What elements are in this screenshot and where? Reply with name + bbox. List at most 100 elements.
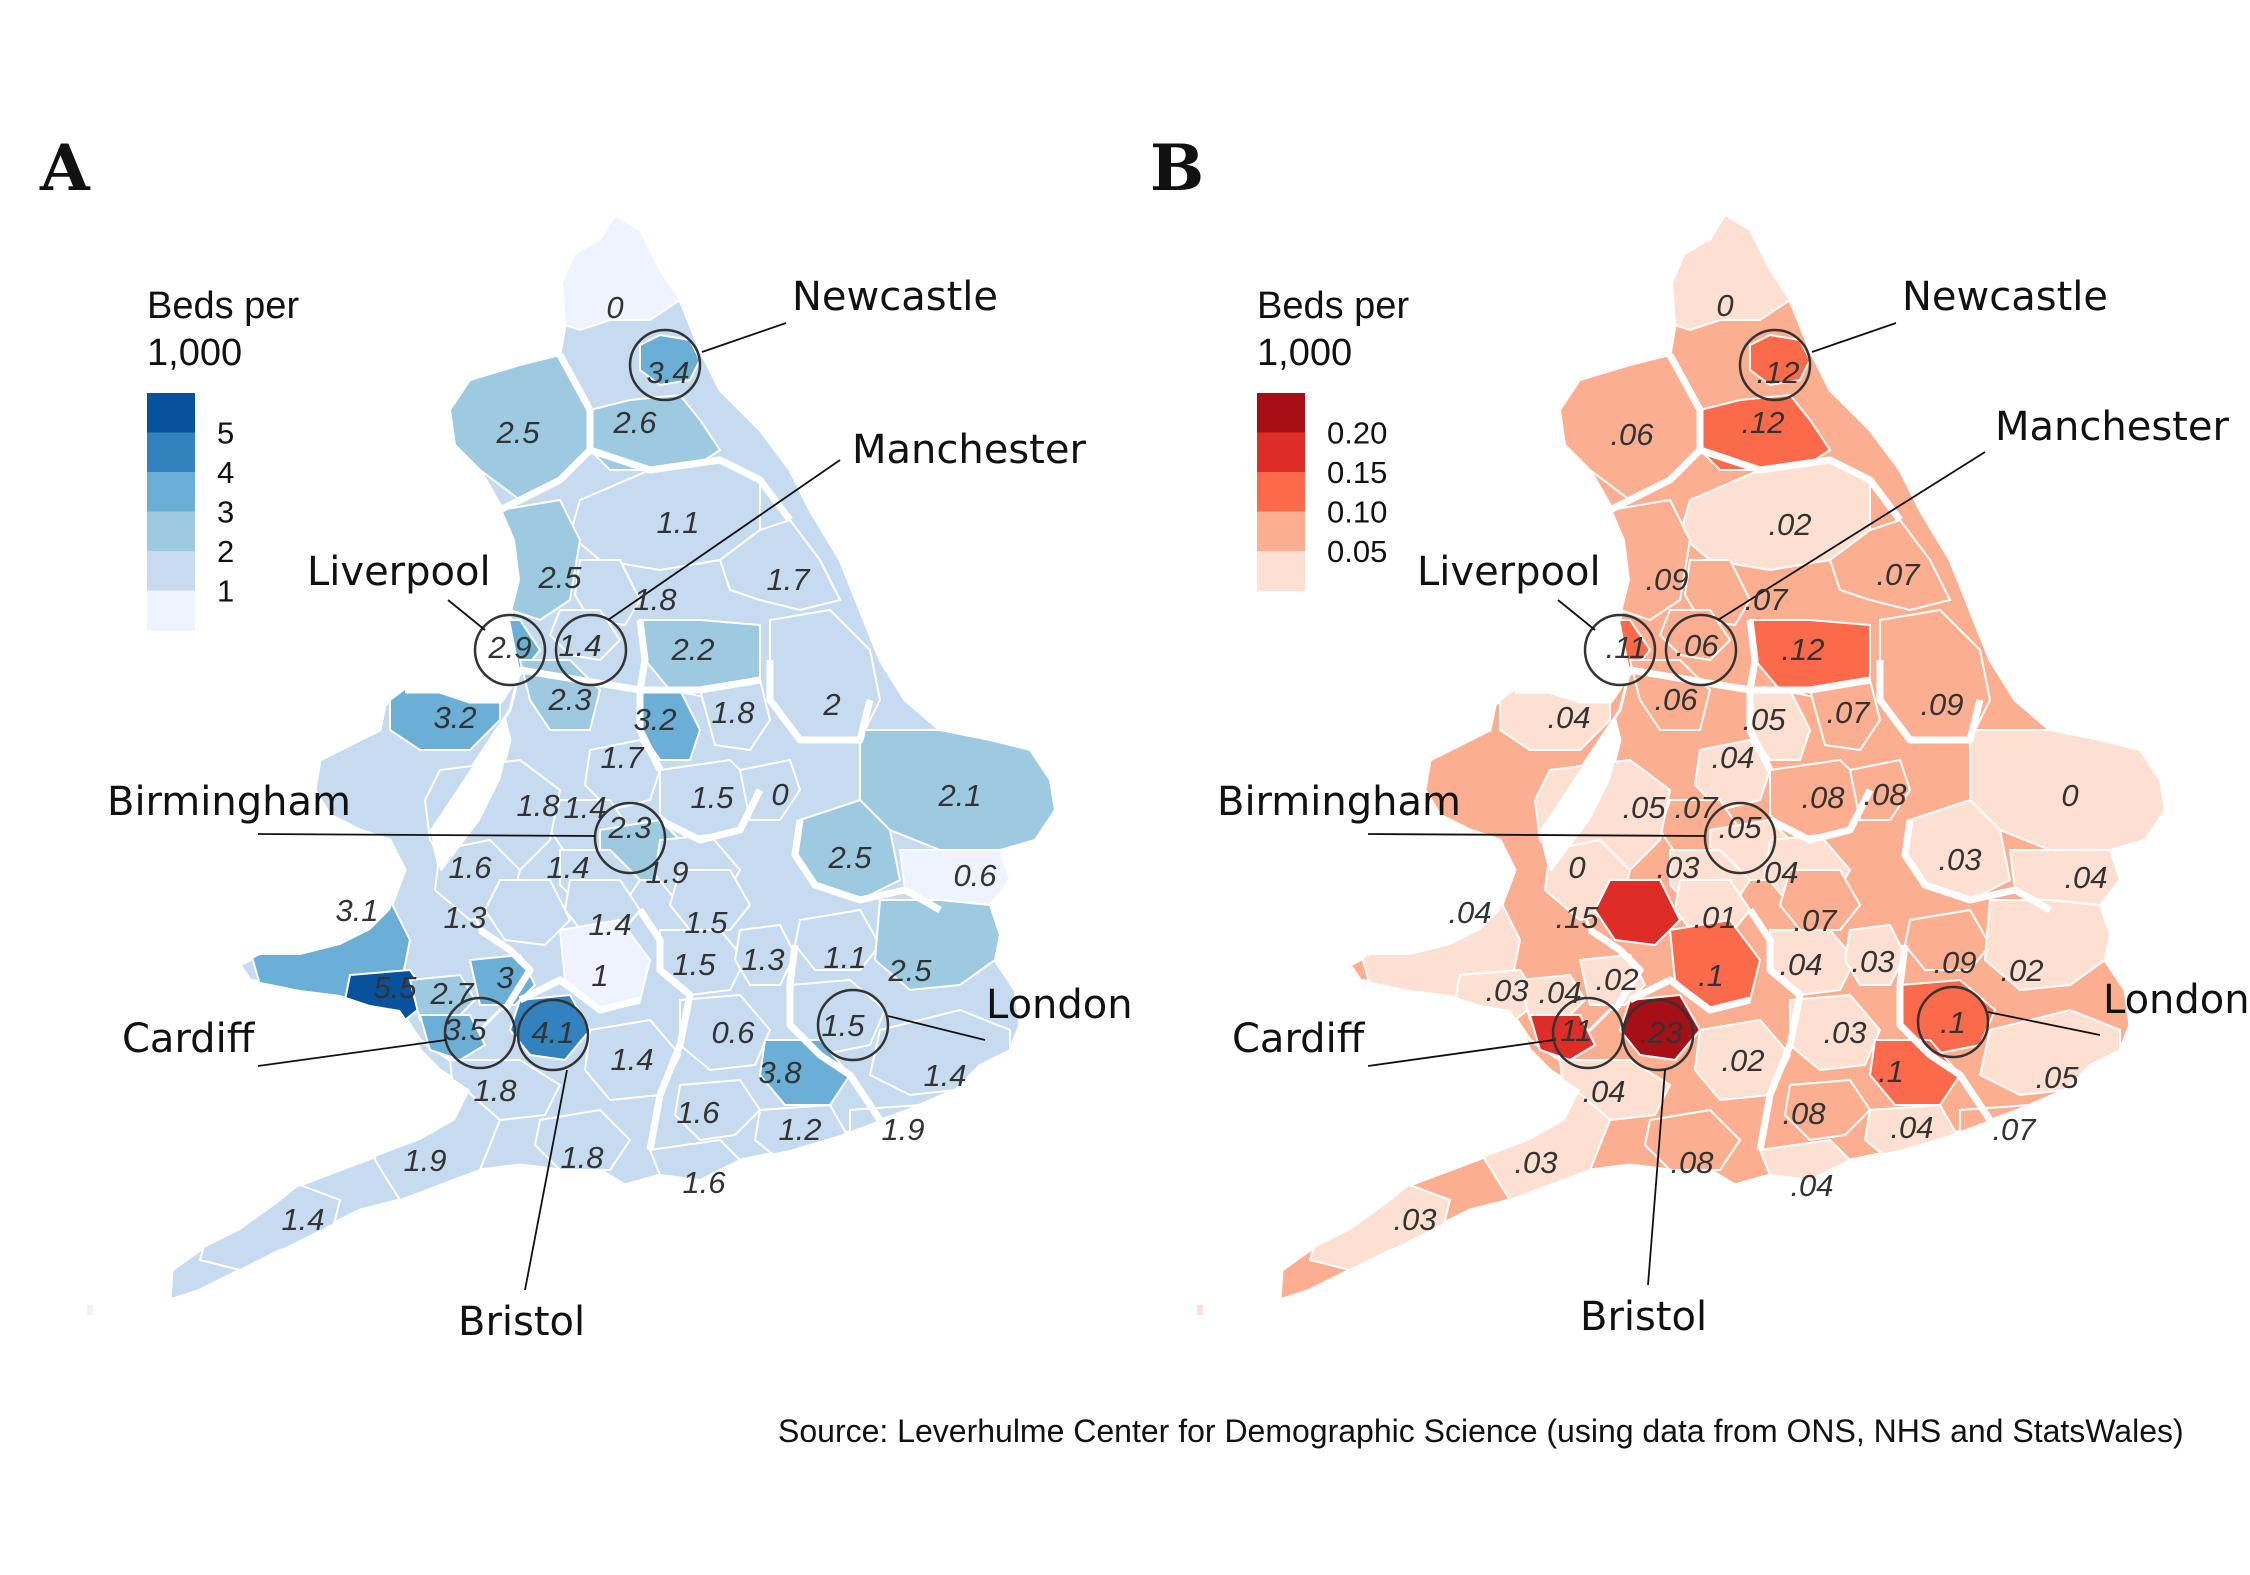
city-label-birmingham: Birmingham bbox=[1217, 779, 1461, 825]
region-value: 3.4 bbox=[646, 355, 689, 390]
regional-border bbox=[1876, 660, 1984, 744]
region-value: .04 bbox=[1582, 1074, 1625, 1109]
region-value: 0 bbox=[606, 290, 623, 325]
isles-of-scilly bbox=[87, 1305, 93, 1315]
legend-swatch bbox=[147, 393, 195, 433]
legend-tick: 0.10 bbox=[1327, 495, 1387, 530]
region-value: .04 bbox=[1790, 1168, 1833, 1203]
legend: Beds per 1,000 0.20 0.15 0.10 0.05 bbox=[1257, 285, 1409, 591]
region-value: 2.7 bbox=[429, 976, 475, 1011]
region-49 bbox=[673, 1078, 762, 1142]
region-value: .02 bbox=[1595, 962, 1638, 997]
region-value: 1.5 bbox=[672, 947, 716, 982]
region-54 bbox=[648, 1138, 742, 1182]
region-value: .09 bbox=[1933, 945, 1976, 980]
region-value: 1.9 bbox=[645, 855, 688, 890]
region-value: 0.6 bbox=[711, 1015, 755, 1050]
city-label-london: London bbox=[2103, 977, 2250, 1023]
city-circle-manchester bbox=[1664, 613, 1738, 687]
region-37 bbox=[873, 899, 1002, 992]
region-value: 0.6 bbox=[953, 858, 997, 893]
city-annotations: Newcastle Manchester Liverpool Birmingham Ca… bbox=[107, 274, 1133, 1345]
region-value: .03 bbox=[1851, 944, 1894, 979]
region-value: 3.2 bbox=[633, 702, 676, 737]
regional-border bbox=[791, 819, 942, 914]
legend-tick: 0.15 bbox=[1327, 455, 1387, 490]
region-value: .04 bbox=[1755, 855, 1798, 890]
region-value: 1.6 bbox=[676, 1095, 720, 1130]
legend-tick: 0.05 bbox=[1327, 534, 1387, 569]
city-label-birmingham: Birmingham bbox=[107, 779, 351, 825]
region-value: 1.4 bbox=[558, 628, 601, 663]
leader-line-newcastle bbox=[1811, 322, 1897, 353]
city-circle-birmingham bbox=[593, 801, 667, 875]
region-value: .04 bbox=[1448, 895, 1491, 930]
legend-swatch bbox=[147, 590, 195, 631]
region-value: 1.7 bbox=[766, 562, 811, 597]
region-value: 3.5 bbox=[443, 1012, 487, 1047]
region-value: 1.7 bbox=[600, 740, 645, 775]
region-17 bbox=[1693, 738, 1772, 812]
region-value: .11 bbox=[1606, 630, 1647, 665]
legend-swatch bbox=[1257, 511, 1305, 552]
city-circle-london bbox=[816, 988, 890, 1062]
leader-line-liverpool bbox=[447, 599, 486, 631]
region-6 bbox=[718, 518, 842, 612]
region-value: .05 bbox=[2035, 1060, 2079, 1095]
region-value: 2.5 bbox=[537, 560, 582, 595]
city-annotations: Newcastle Manchester Liverpool Birmingham Ca… bbox=[1217, 274, 2250, 1340]
city-label-bristol: Bristol bbox=[458, 1299, 585, 1345]
leader-line-manchester bbox=[607, 459, 841, 621]
region-value: .06 bbox=[1675, 628, 1719, 663]
legend-swatch bbox=[147, 472, 195, 512]
region-value: 1.6 bbox=[682, 1165, 726, 1200]
region-53 bbox=[1643, 1108, 1742, 1171]
region-value: 2.1 bbox=[937, 778, 981, 813]
region-value: 1.4 bbox=[610, 1042, 653, 1077]
region-value: 1.3 bbox=[443, 900, 486, 935]
legend-swatch bbox=[147, 551, 195, 591]
region-value: 2.5 bbox=[827, 840, 872, 875]
city-label-newcastle: Newcastle bbox=[792, 274, 998, 320]
city-circle-newcastle bbox=[1738, 328, 1812, 402]
region-value: 1.8 bbox=[516, 788, 560, 823]
region-value: 1.3 bbox=[741, 942, 784, 977]
region-value: .08 bbox=[1782, 1096, 1826, 1131]
region-value: .09 bbox=[1645, 562, 1688, 597]
region-39 bbox=[408, 973, 477, 1021]
region-35 bbox=[733, 923, 797, 986]
region-29 bbox=[483, 879, 572, 947]
city-label-newcastle: Newcastle bbox=[1902, 274, 2108, 320]
region-value: 2.2 bbox=[670, 632, 714, 667]
region-value: .07 bbox=[1992, 1112, 2037, 1147]
region-value: .05 bbox=[1742, 702, 1786, 737]
region-value: 1.4 bbox=[546, 850, 589, 885]
city-circle-bristol bbox=[516, 998, 590, 1072]
region-value: .03 bbox=[1485, 973, 1528, 1008]
legend-title-line2: 1,000 bbox=[1257, 332, 1352, 374]
region-7 bbox=[1608, 498, 1692, 622]
region-value: 3.8 bbox=[758, 1055, 802, 1090]
region-value: 2.6 bbox=[612, 405, 657, 440]
region-49 bbox=[1783, 1078, 1872, 1142]
city-label-cardiff: Cardiff bbox=[1232, 1016, 1366, 1062]
legend-title-line1: Beds per bbox=[147, 285, 299, 327]
region-47 bbox=[868, 1008, 1011, 1097]
region-value: 2.3 bbox=[547, 682, 591, 717]
region-value: 1.4 bbox=[281, 1202, 324, 1237]
region-value: 2.5 bbox=[495, 415, 540, 450]
region-value: .08 bbox=[1863, 777, 1907, 812]
legend-swatch bbox=[147, 511, 195, 552]
region-2 bbox=[639, 333, 702, 387]
region-value: 1.8 bbox=[633, 582, 677, 617]
region-value: 0 bbox=[1568, 850, 1585, 885]
city-circle-bristol bbox=[1621, 998, 1695, 1072]
city-circle-liverpool bbox=[1583, 613, 1657, 687]
isles-of-scilly bbox=[1197, 1305, 1203, 1315]
city-circle-birmingham bbox=[1703, 801, 1777, 875]
legend-tick: 0.20 bbox=[1327, 416, 1387, 451]
region-value: 1.8 bbox=[711, 695, 755, 730]
city-label-london: London bbox=[986, 982, 1133, 1028]
region-value: .04 bbox=[1779, 947, 1822, 982]
